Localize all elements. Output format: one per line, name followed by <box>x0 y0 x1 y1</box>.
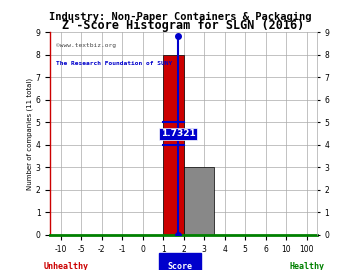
Bar <box>163 55 184 235</box>
Text: 1.7321: 1.7321 <box>161 129 195 138</box>
Y-axis label: Number of companies (11 total): Number of companies (11 total) <box>27 77 33 190</box>
Bar <box>184 167 214 235</box>
Text: The Research Foundation of SUNY: The Research Foundation of SUNY <box>56 61 172 66</box>
Text: Industry: Non-Paper Containers & Packaging: Industry: Non-Paper Containers & Packagi… <box>49 12 311 22</box>
Text: ©www.textbiz.org: ©www.textbiz.org <box>56 42 116 48</box>
Text: Unhealthy: Unhealthy <box>43 262 88 270</box>
Title: Z'-Score Histogram for SLGN (2016): Z'-Score Histogram for SLGN (2016) <box>63 19 305 32</box>
Text: Healthy: Healthy <box>289 262 324 270</box>
Text: Score: Score <box>167 262 193 270</box>
